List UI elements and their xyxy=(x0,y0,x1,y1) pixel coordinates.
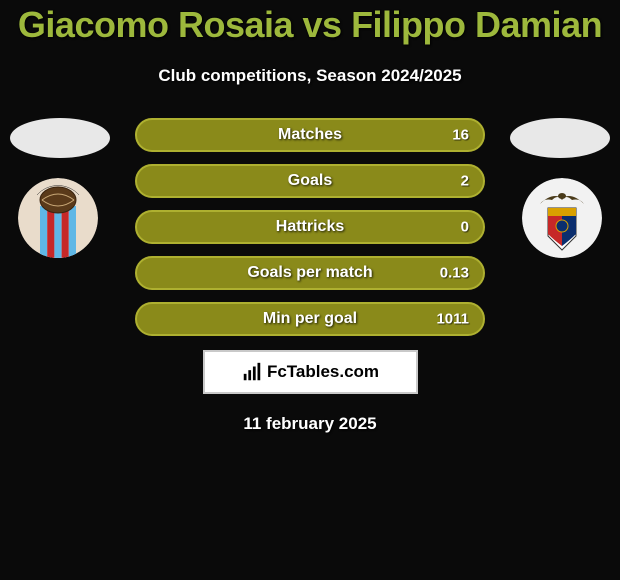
chart-icon xyxy=(241,361,263,383)
stat-right-value: 2 xyxy=(461,173,469,190)
club-badge-right xyxy=(522,178,602,258)
stat-label: Matches xyxy=(278,126,342,144)
club-badge-left-icon xyxy=(18,178,98,258)
stat-right-value: 16 xyxy=(452,127,469,144)
brand-text: FcTables.com xyxy=(267,362,379,382)
stat-row-hattricks: Hattricks 0 xyxy=(135,210,485,244)
stat-row-goals-per-match: Goals per match 0.13 xyxy=(135,256,485,290)
stat-row-matches: Matches 16 xyxy=(135,118,485,152)
stat-right-value: 1011 xyxy=(436,311,469,328)
page-title: Giacomo Rosaia vs Filippo Damian xyxy=(0,0,620,46)
stats-list: Matches 16 Goals 2 Hattricks 0 Goals per… xyxy=(135,118,485,336)
stat-row-min-per-goal: Min per goal 1011 xyxy=(135,302,485,336)
date-line: 11 february 2025 xyxy=(0,414,620,434)
stat-label: Hattricks xyxy=(276,218,344,236)
main-area: Matches 16 Goals 2 Hattricks 0 Goals per… xyxy=(0,118,620,434)
club-badge-right-icon xyxy=(522,178,602,258)
stat-right-value: 0 xyxy=(461,219,469,236)
stat-label: Goals xyxy=(288,172,332,190)
stat-right-value: 0.13 xyxy=(440,265,469,282)
player-avatar-left xyxy=(10,118,110,158)
comparison-card: Giacomo Rosaia vs Filippo Damian Club co… xyxy=(0,0,620,434)
subtitle: Club competitions, Season 2024/2025 xyxy=(0,66,620,86)
club-badge-left xyxy=(18,178,98,258)
brand-box[interactable]: FcTables.com xyxy=(203,350,418,394)
player-avatar-right xyxy=(510,118,610,158)
stat-row-goals: Goals 2 xyxy=(135,164,485,198)
stat-label: Goals per match xyxy=(247,264,372,282)
stat-label: Min per goal xyxy=(263,310,357,328)
